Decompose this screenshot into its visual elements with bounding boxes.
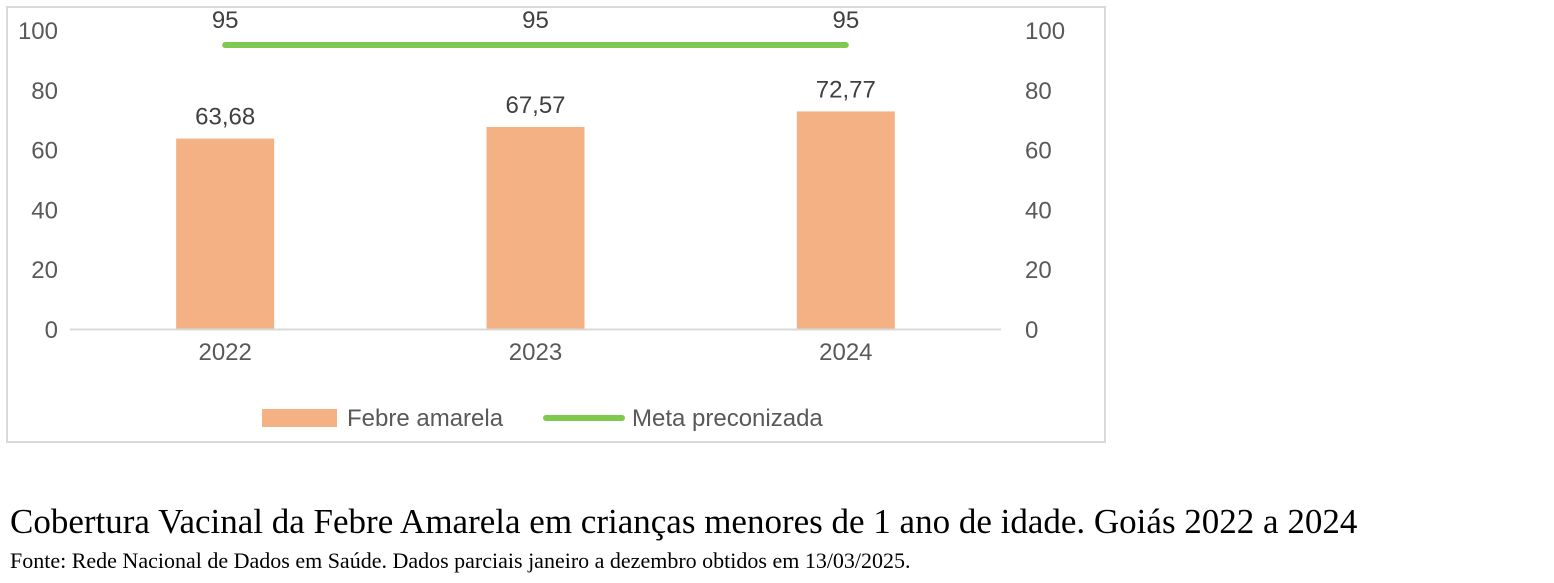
y-tick-label-left: 80 [31, 78, 58, 105]
x-tick-label: 2022 [198, 339, 251, 366]
bar-2024 [796, 111, 895, 330]
y-tick-label-right: 100 [1025, 18, 1065, 45]
bar-data-label: 63,68 [195, 104, 255, 131]
legend-swatch-bar [262, 409, 337, 427]
bar-data-label: 72,77 [816, 76, 876, 103]
legend-label-bar: Febre amarela [347, 405, 504, 432]
target-data-label: 95 [212, 7, 239, 34]
y-tick-label-right: 60 [1025, 138, 1052, 165]
bar-2022 [176, 138, 275, 329]
bar-2023 [486, 126, 585, 329]
y-tick-label-right: 20 [1025, 257, 1052, 284]
y-tick-label-left: 60 [31, 138, 58, 165]
figure-caption-title: Cobertura Vacinal da Febre Amarela em cr… [10, 502, 1358, 541]
y-tick-label-left: 20 [31, 257, 58, 284]
target-data-label: 95 [522, 7, 549, 34]
bar-data-label: 67,57 [505, 92, 565, 119]
chart-svg: 0 20 40 60 80 100 0 20 40 60 80 100 63,68 67,57 72,77 2… [18, 7, 1065, 432]
y-tick-label-right: 80 [1025, 78, 1052, 105]
figure-caption-source: Fonte: Rede Nacional de Dados em Saúde. … [10, 548, 911, 573]
y-tick-label-left: 40 [31, 197, 58, 224]
x-tick-label: 2024 [819, 339, 872, 366]
x-tick-label: 2023 [509, 339, 562, 366]
y-tick-label-left: 100 [18, 18, 58, 45]
y-tick-label-right: 0 [1025, 317, 1038, 344]
y-tick-label-right: 40 [1025, 197, 1052, 224]
legend-label-line: Meta preconizada [632, 405, 823, 432]
target-data-label: 95 [832, 7, 859, 34]
y-tick-label-left: 0 [45, 317, 58, 344]
